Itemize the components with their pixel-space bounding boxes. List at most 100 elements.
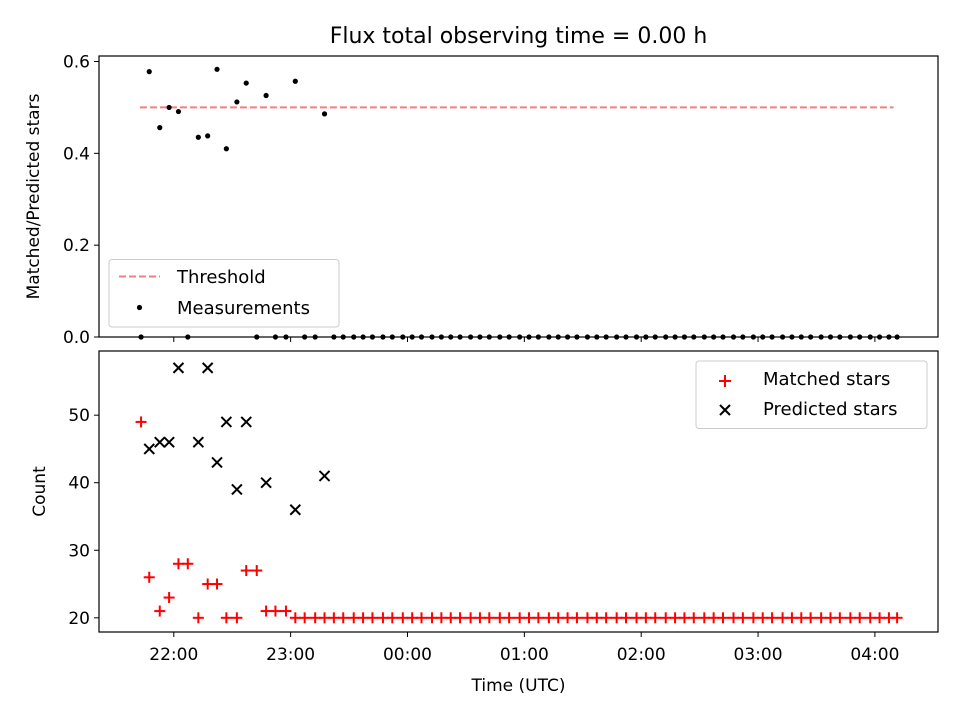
matched-legend-label: Matched stars — [763, 369, 890, 390]
predicted-star-point — [289, 504, 302, 516]
matched-star-point — [348, 612, 360, 624]
matched-star-point — [465, 612, 477, 624]
predicted-star-point — [260, 477, 272, 489]
matched-star-point — [454, 612, 466, 624]
matched-star-point — [514, 612, 526, 624]
matched-star-point — [269, 605, 281, 617]
top-axes-frame — [98, 55, 939, 338]
measurement-point — [146, 69, 152, 75]
matched-star-point — [620, 612, 632, 624]
bottom-y-axis: 20 30 40 50 — [68, 406, 99, 629]
matched-star-point — [445, 612, 457, 624]
measurement-point — [292, 78, 298, 84]
matched-star-point — [319, 612, 331, 624]
matched-star-point — [795, 612, 807, 624]
matched-star-point — [135, 416, 147, 428]
matched-star-point — [260, 605, 272, 617]
matched-star-point — [543, 612, 555, 624]
measurement-point — [205, 133, 211, 139]
matched-star-point — [202, 578, 214, 590]
matched-star-point — [416, 612, 428, 624]
matched-star-point — [688, 612, 700, 624]
matched-star-point — [289, 612, 301, 624]
measurements-legend-label: Measurements — [177, 298, 310, 319]
top-y-tick-label: 0.4 — [63, 144, 90, 164]
matched-star-point — [766, 612, 778, 624]
matched-star-point — [631, 612, 643, 624]
bottom-legend: Matched stars Predicted stars — [695, 360, 928, 429]
matched-star-point — [786, 612, 798, 624]
bottom-y-tick-label: 20 — [68, 609, 90, 629]
top-y-axis-label: Matched/Predicted stars — [24, 93, 44, 299]
top-legend-box — [108, 259, 340, 328]
matched-star-point — [640, 612, 652, 624]
matched-star-point — [717, 612, 729, 624]
matched-star-point — [757, 612, 769, 624]
matched-star-point — [397, 612, 409, 624]
matched-star-point — [571, 612, 583, 624]
measurement-point — [195, 134, 201, 140]
x-tick-label: 04:00 — [850, 645, 899, 665]
x-tick-label: 22:00 — [149, 645, 198, 665]
matched-star-point — [834, 612, 846, 624]
predicted-star-point — [240, 416, 252, 428]
predicted-star-point — [211, 456, 223, 469]
matched-star-point — [163, 592, 175, 604]
matched-star-point — [182, 558, 194, 570]
matched-star-point — [143, 571, 155, 583]
x-axis-label: Time (UTC) — [471, 676, 566, 696]
matched-star-point — [251, 565, 263, 577]
matched-star-point — [649, 612, 661, 624]
matched-star-point — [523, 612, 535, 624]
predicted-star-point — [143, 443, 155, 455]
measurement-point — [223, 146, 229, 152]
matched-star-point — [337, 612, 349, 624]
matched-star-point — [737, 612, 749, 624]
top-y-axis: 0.0 0.2 0.4 0.6 — [63, 53, 99, 348]
predicted-star-point — [201, 362, 214, 374]
matched-star-point — [678, 612, 690, 624]
predicted-star-point — [163, 436, 175, 448]
matched-star-point — [874, 612, 886, 624]
x-tick-label: 00:00 — [383, 645, 432, 665]
matched-star-point — [503, 612, 515, 624]
predicted-star-point — [318, 470, 331, 482]
matched-legend-marker — [719, 375, 731, 387]
measurement-point — [321, 111, 328, 117]
measurement-point — [157, 125, 163, 131]
matched-star-point — [386, 612, 398, 624]
matched-star-point — [357, 612, 369, 624]
threshold-legend-label: Threshold — [176, 267, 266, 288]
matched-star-point — [211, 578, 223, 590]
matched-star-point — [328, 612, 340, 624]
matched-star-point — [728, 612, 740, 624]
matched-star-point — [708, 612, 720, 624]
top-y-tick-label: 0.6 — [63, 53, 90, 73]
measurements-legend-marker — [136, 304, 143, 311]
matched-star-point — [660, 612, 672, 624]
matched-star-point — [240, 565, 252, 577]
matched-star-point — [854, 612, 866, 624]
matched-star-point — [309, 612, 321, 624]
matched-star-point — [532, 612, 544, 624]
matched-star-point — [474, 612, 486, 624]
top-y-tick-label: 0.0 — [63, 328, 90, 348]
matched-star-point — [406, 612, 418, 624]
predicted-legend-marker — [719, 404, 731, 416]
matched-star-point — [824, 612, 836, 624]
matched-star-point — [552, 612, 564, 624]
bottom-y-tick-label: 50 — [68, 406, 90, 426]
bottom-y-tick-label: 40 — [68, 474, 90, 494]
predicted-star-point — [220, 416, 233, 428]
matched-star-point — [864, 612, 876, 624]
bottom-legend-box — [695, 360, 928, 429]
matched-star-point — [299, 612, 311, 624]
matched-star-point — [172, 558, 184, 570]
top-panel: 0.0 0.2 0.4 0.6 Matched/Predicted stars Thr… — [24, 53, 939, 348]
measurement-point — [263, 92, 269, 99]
bottom-axes-frame — [98, 350, 939, 633]
matched-star-point — [366, 612, 378, 624]
matched-star-point — [611, 612, 623, 624]
matched-star-point — [280, 605, 292, 617]
